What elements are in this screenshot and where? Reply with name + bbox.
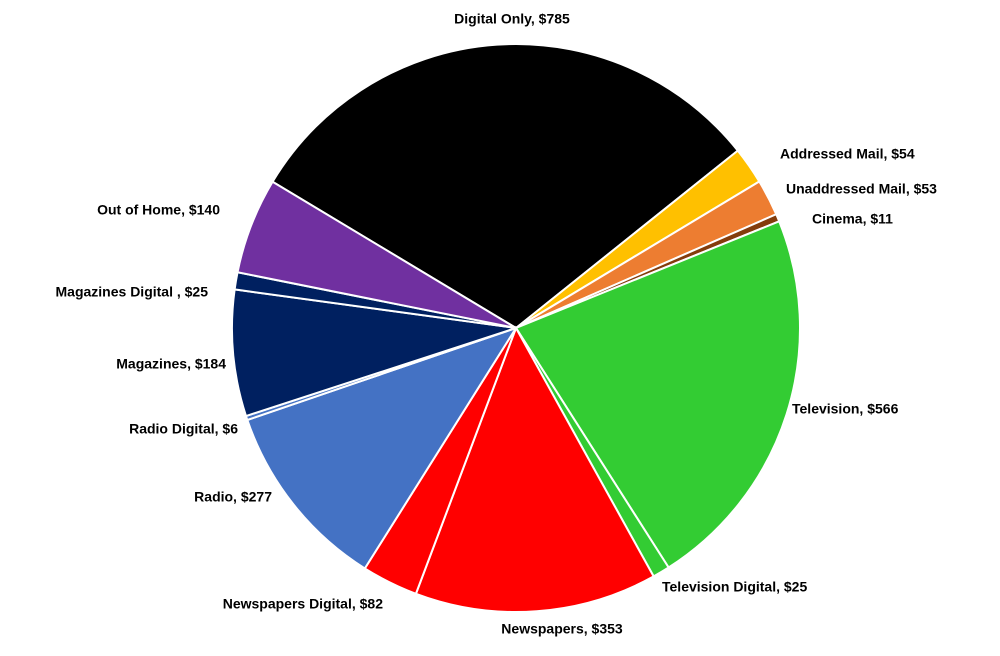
data-label: Television Digital, $25	[662, 579, 807, 595]
pie-slice	[514, 220, 801, 569]
pie-slice	[246, 326, 519, 570]
data-label: Digital Only, $785	[454, 11, 570, 27]
data-label: Television, $566	[792, 401, 899, 417]
data-label: Magazines, $184	[116, 356, 226, 372]
data-label: Newspapers, $353	[501, 621, 623, 637]
data-label: Cinema, $11	[812, 211, 893, 227]
data-label: Newspapers Digital, $82	[223, 596, 384, 612]
data-label: Magazines Digital , $25	[56, 284, 209, 300]
data-label: Radio, $277	[194, 489, 272, 505]
data-label: Out of Home, $140	[97, 202, 220, 218]
pie-slice	[236, 180, 517, 329]
data-label: Unaddressed Mail, $53	[786, 181, 937, 197]
data-label: Radio Digital, $6	[129, 421, 238, 437]
pie-slice	[271, 43, 740, 330]
pie-slice	[414, 325, 655, 613]
data-label: Addressed Mail, $54	[780, 146, 915, 162]
pie-slice	[231, 288, 517, 418]
